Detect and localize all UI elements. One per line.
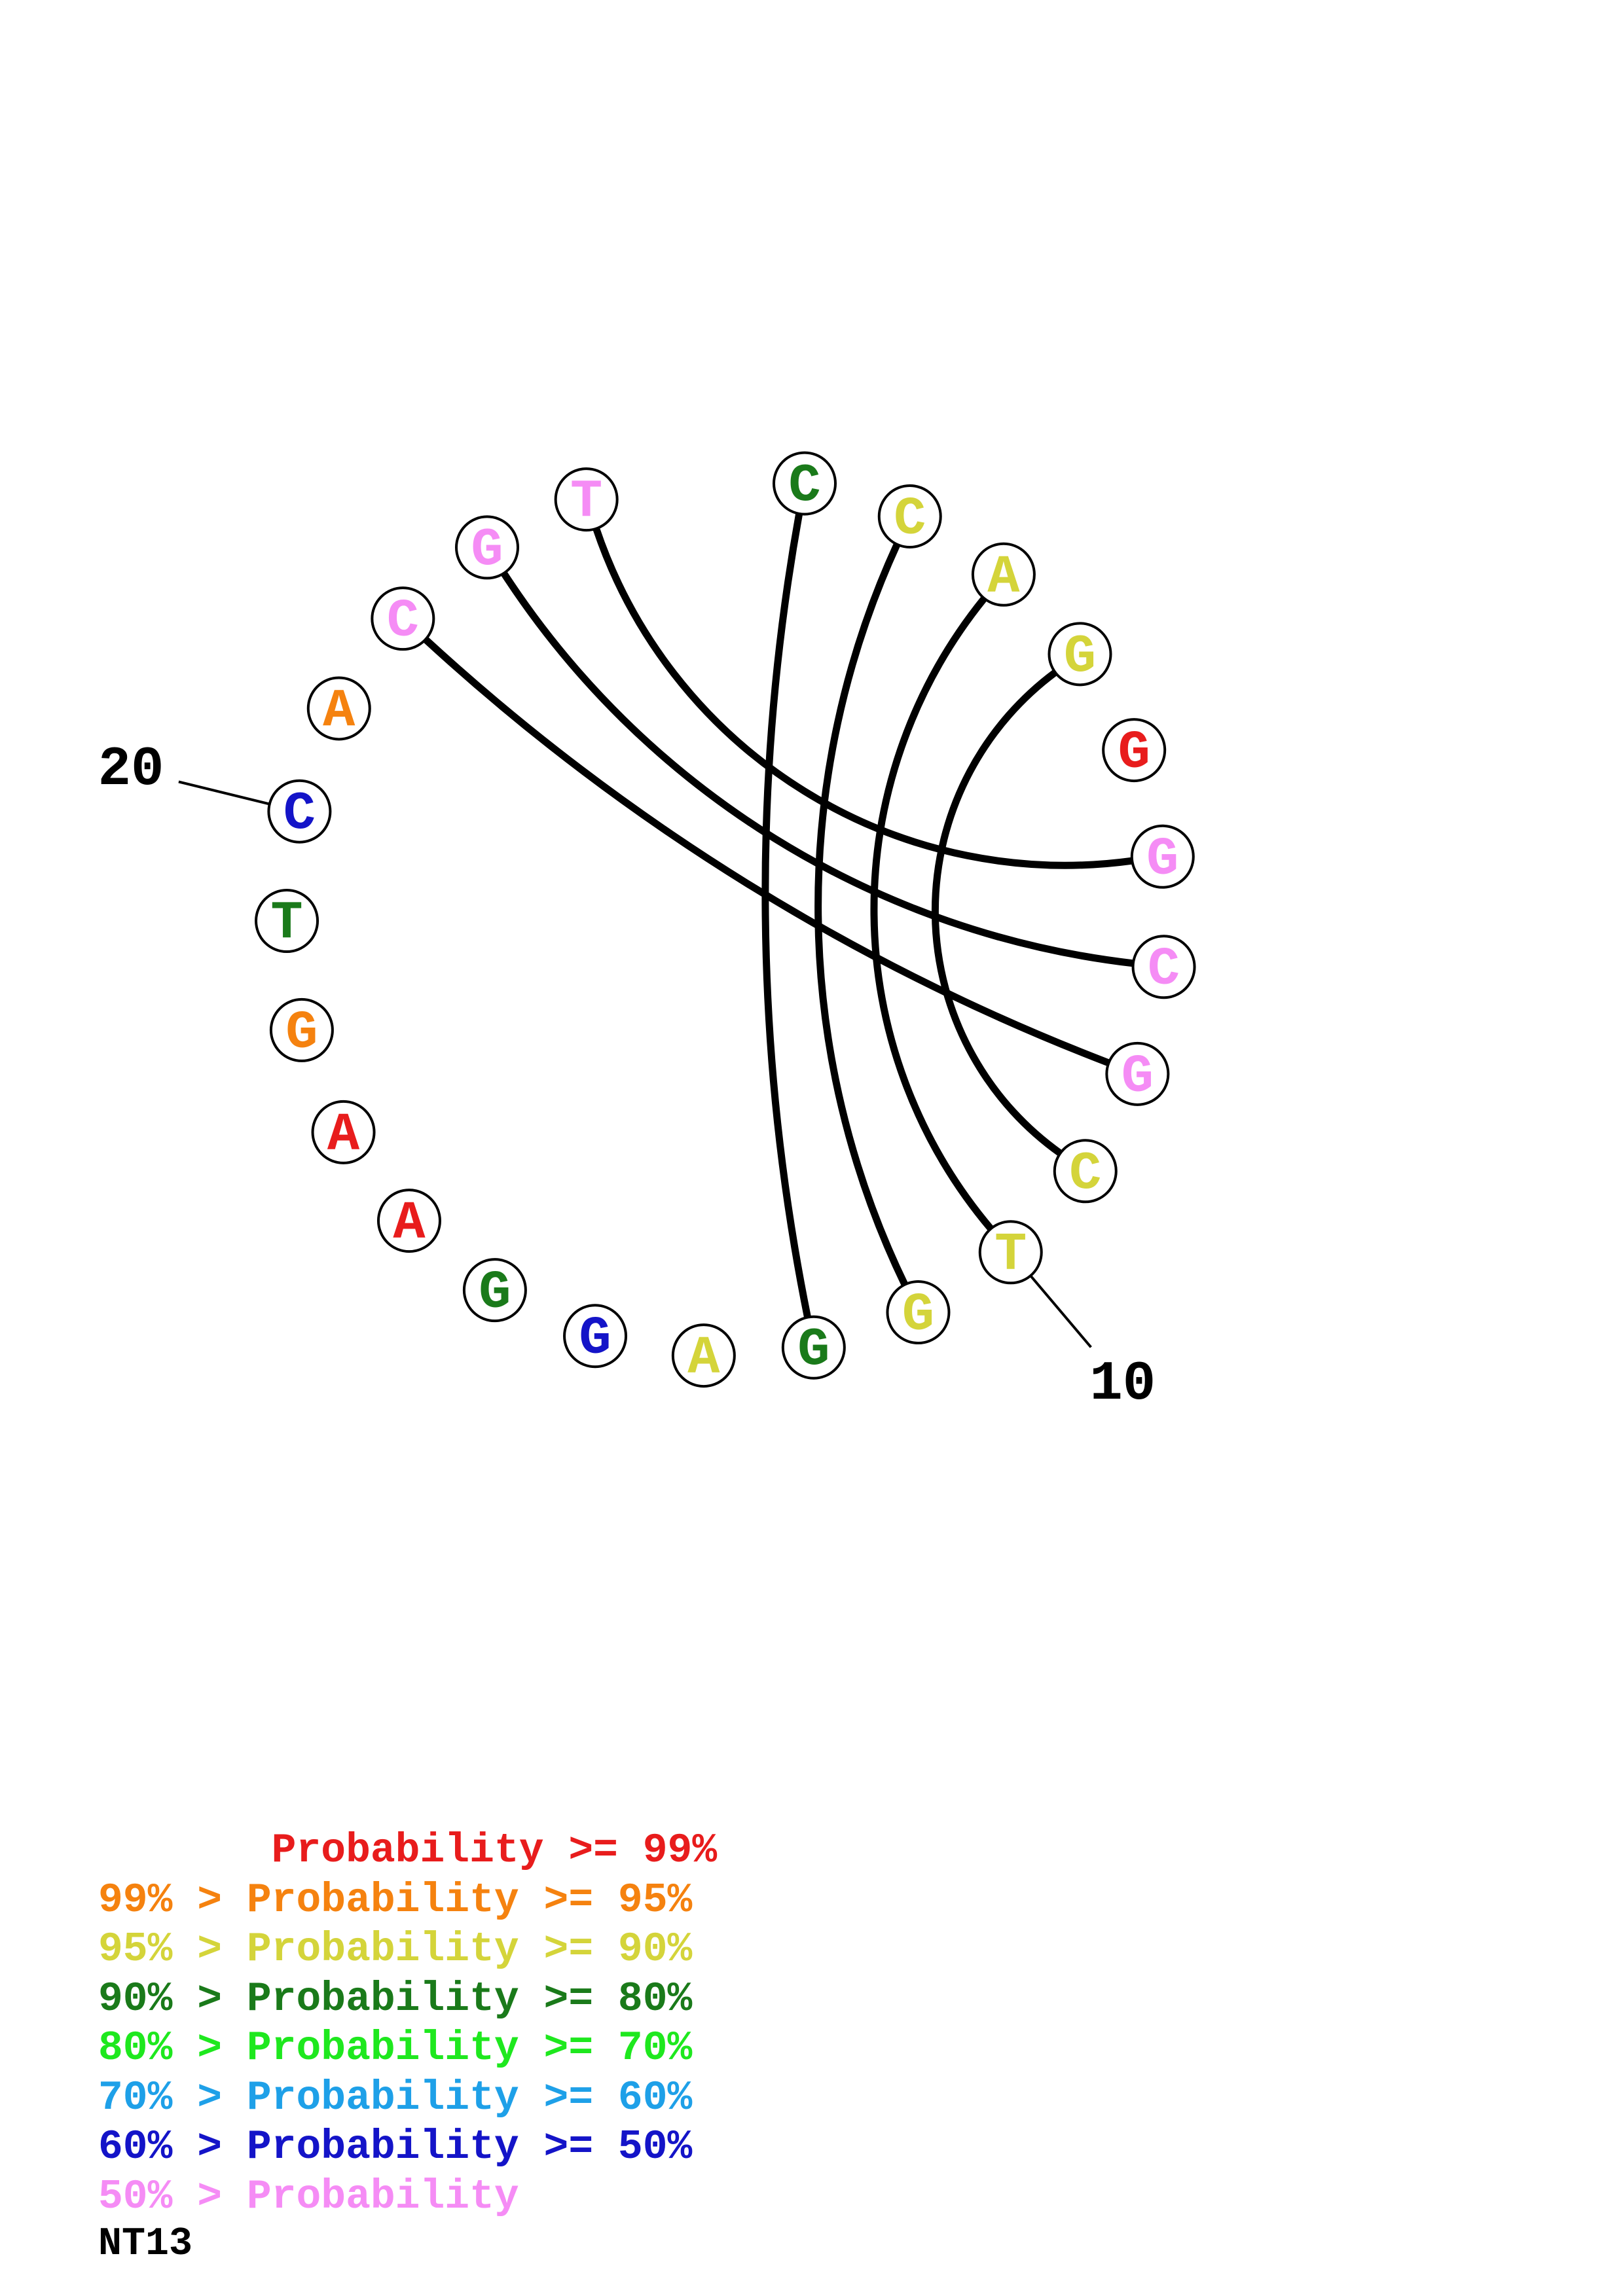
nucleotide-circle-21	[306, 676, 371, 741]
legend-prefix: 90% >	[98, 1975, 247, 2022]
base-pair-arc-8-22	[422, 636, 1112, 1067]
nucleotide-letter-14: G	[579, 1308, 611, 1369]
probability-legend: Probability >= 99% 99% > Probability >= 9…	[98, 1826, 717, 2221]
nucleotide-circle-19	[255, 889, 319, 954]
legend-prefix: 60% >	[98, 2124, 247, 2170]
nucleotide-letter-23: G	[471, 520, 503, 581]
nucleotide-letter-21: A	[323, 681, 356, 742]
index-ticks: 10 20	[98, 739, 1156, 1416]
legend-text: Probability >= 90%	[246, 1926, 693, 1973]
legend-prefix: 95% >	[98, 1926, 247, 1973]
legend-row-3: 90% > Probability >= 80%	[98, 1975, 717, 2024]
legend-row-1: 99% > Probability >= 95%	[98, 1876, 717, 1926]
nucleotide-circle-17	[311, 1100, 376, 1164]
legend-text: Probability >= 99%	[197, 1827, 718, 1874]
nucleotide-letter-4: G	[1064, 626, 1096, 687]
nucleotide-circle-3	[971, 542, 1036, 607]
nucleotide-circle-4	[1048, 622, 1112, 687]
nucleotide-letter-16: A	[393, 1193, 426, 1254]
nucleotide-circle-5	[1102, 718, 1167, 783]
base-pair-arc-2-11	[814, 541, 909, 1289]
nucleotide-letter-11: G	[902, 1285, 934, 1346]
nucleotide-letter-12: G	[797, 1319, 830, 1380]
nucleotide-circle-2	[877, 484, 942, 548]
legend-row-6: 60% > Probability >= 50%	[98, 2123, 717, 2172]
nucleotide-letter-20: C	[283, 783, 316, 844]
nucleotide-circle-9	[1053, 1139, 1118, 1204]
nucleotide-circle-15	[462, 1258, 527, 1323]
nucleotide-letter-13: A	[687, 1328, 720, 1389]
legend-row-4: 80% > Probability >= 70%	[98, 2024, 717, 2073]
tick-label-10: 10	[1089, 1354, 1156, 1416]
legend-text: Probability >= 50%	[246, 2124, 693, 2170]
nucleotide-circle-1	[773, 451, 837, 516]
nucleotide-circle-23	[455, 515, 520, 580]
nucleotide-circle-6	[1130, 824, 1195, 889]
base-pair-arc-4-9	[931, 668, 1064, 1157]
nucleotide-circle-16	[376, 1189, 441, 1253]
nucleotide-circle-13	[671, 1323, 736, 1388]
nucleotide-letter-7: C	[1148, 939, 1180, 1000]
nucleotide-circle-8	[1105, 1041, 1170, 1106]
legend-text: Probability >= 70%	[246, 2025, 693, 2072]
base-pair-arc-3-10	[870, 594, 994, 1232]
legend-text: Probability >= 60%	[246, 2074, 693, 2121]
nucleotide-circle-7	[1131, 935, 1196, 999]
nucleotide-letter-8: G	[1122, 1046, 1154, 1107]
legend-text: Probability >= 95%	[246, 1876, 693, 1924]
legend-prefix: 50% >	[98, 2173, 247, 2220]
nucleotide-circle-14	[563, 1304, 628, 1369]
legend-row-7: 50% > Probability	[98, 2172, 717, 2222]
nucleotide-circle-20	[267, 779, 332, 844]
legend-prefix: 80% >	[98, 2025, 247, 2072]
legend-prefix	[98, 1827, 197, 1874]
nucleotide-circle-18	[269, 997, 334, 1062]
legend-text: Probability	[246, 2173, 519, 2220]
nucleotide-letter-9: C	[1069, 1143, 1101, 1204]
legend-prefix: 99% >	[98, 1876, 247, 1924]
nucleotide-letter-5: G	[1118, 723, 1150, 783]
base-pair-arc-1-12	[761, 510, 812, 1321]
nucleotide-letter-6: G	[1146, 829, 1178, 889]
legend-row-5: 70% > Probability >= 60%	[98, 2073, 717, 2123]
nucleotide-circle-22	[371, 586, 435, 651]
nucleotide-circle-10	[978, 1220, 1043, 1285]
sequence-name: NT13	[98, 2222, 193, 2267]
nucleotide-letter-10: T	[994, 1225, 1027, 1285]
nucleotide-letter-17: A	[327, 1104, 360, 1165]
nucleotide-circle-12	[781, 1315, 846, 1380]
nucleotide-letter-22: C	[387, 591, 419, 652]
tick-label-20: 20	[98, 739, 164, 801]
nucleotide-letter-3: A	[987, 547, 1020, 607]
nucleotide-circle-11	[886, 1280, 951, 1345]
legend-row-2: 95% > Probability >= 90%	[98, 1925, 717, 1975]
nucleotide-letter-2: C	[894, 488, 926, 549]
nucleotide-letter-19: T	[270, 893, 302, 954]
nucleotide-letter-1: C	[788, 456, 820, 516]
nucleotide-letter-18: G	[285, 1002, 318, 1063]
legend-row-0: Probability >= 99%	[98, 1826, 718, 1876]
nucleotide-circle-24	[554, 467, 619, 532]
legend-text: Probability >= 80%	[246, 1975, 693, 2022]
base-pair-arc-6-24	[593, 525, 1136, 869]
nucleotide-letter-15: G	[479, 1263, 511, 1323]
legend-prefix: 70% >	[98, 2074, 247, 2121]
nucleotide-letter-24: T	[570, 472, 602, 533]
base-pair-arcs	[422, 510, 1137, 1321]
base-pair-arc-7-23	[500, 569, 1137, 967]
